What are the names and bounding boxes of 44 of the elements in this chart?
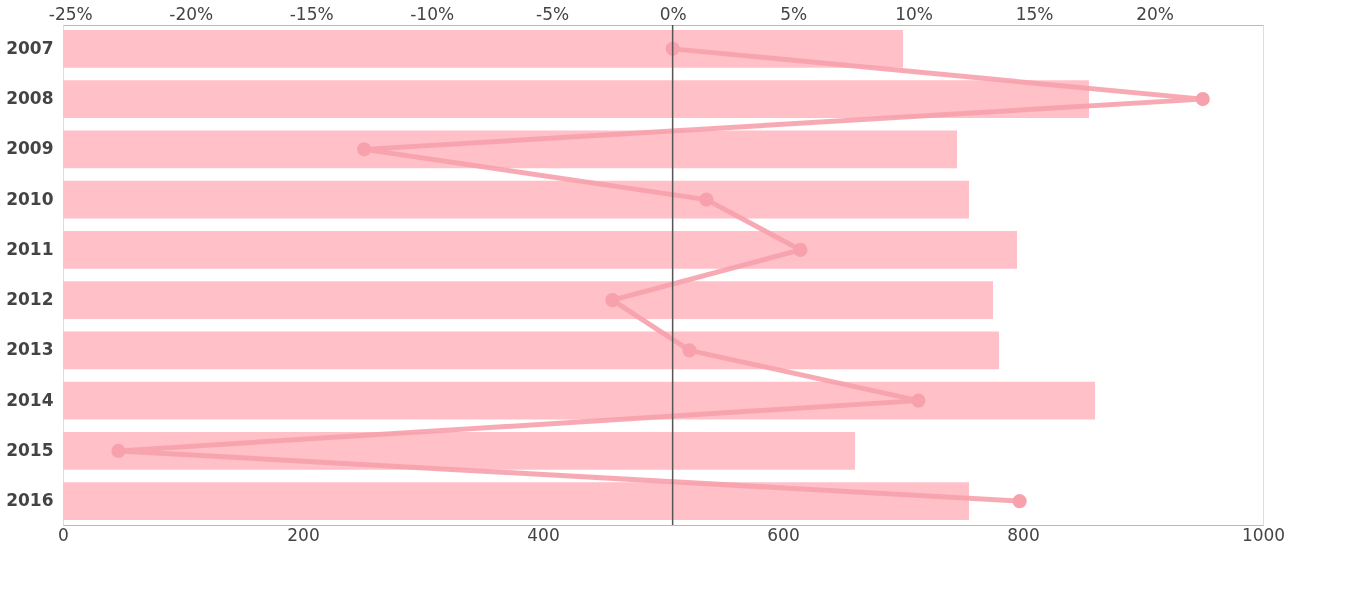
x2-tick-label: -25% — [48, 3, 93, 24]
y-tick-label: 2015 — [6, 439, 54, 460]
x-tick-label: 400 — [527, 524, 560, 545]
bar — [63, 180, 969, 219]
y-tick-label: 2007 — [6, 37, 54, 58]
x2-tick-label: 10% — [895, 3, 933, 24]
point — [699, 192, 714, 207]
bar — [63, 331, 999, 370]
x2-tick-label: -15% — [289, 3, 334, 24]
x-tick-label: 200 — [287, 524, 320, 545]
point — [793, 242, 808, 257]
x-tick-label: 800 — [1007, 524, 1040, 545]
y-tick-label: 2010 — [6, 188, 54, 209]
x2-tick-label: -10% — [410, 3, 455, 24]
y-tick-label: 2014 — [6, 389, 54, 410]
bar — [63, 381, 1095, 420]
x-tick-label: 600 — [767, 524, 800, 545]
x2-tick-label: 15% — [1015, 3, 1054, 24]
bar — [63, 80, 1089, 118]
bar — [63, 130, 957, 169]
point — [911, 393, 926, 408]
point — [682, 343, 697, 358]
point — [1195, 92, 1210, 107]
y-tick-label: 2013 — [6, 339, 54, 360]
x2-tick-label: -20% — [169, 3, 214, 24]
x2-tick-label: 20% — [1136, 3, 1174, 24]
bar — [63, 482, 969, 520]
y-tick-label: 2016 — [6, 490, 54, 511]
point — [1012, 494, 1027, 509]
y-tick-label: 2012 — [6, 289, 54, 310]
x2-tick-label: -5% — [536, 3, 570, 24]
y-tick-label: 2011 — [6, 238, 54, 259]
x2-tick-label: 0% — [659, 3, 687, 24]
y-tick-label: 2009 — [6, 138, 54, 159]
point — [111, 443, 126, 458]
point — [357, 142, 372, 157]
bar — [63, 231, 1017, 269]
x-tick-label: 0 — [58, 524, 69, 545]
x2-tick-label: 5% — [780, 3, 808, 24]
bar — [63, 30, 903, 68]
x-tick-label: 1000 — [1241, 524, 1286, 545]
bar — [63, 281, 993, 319]
point — [605, 293, 620, 308]
y-tick-label: 2008 — [6, 88, 54, 109]
